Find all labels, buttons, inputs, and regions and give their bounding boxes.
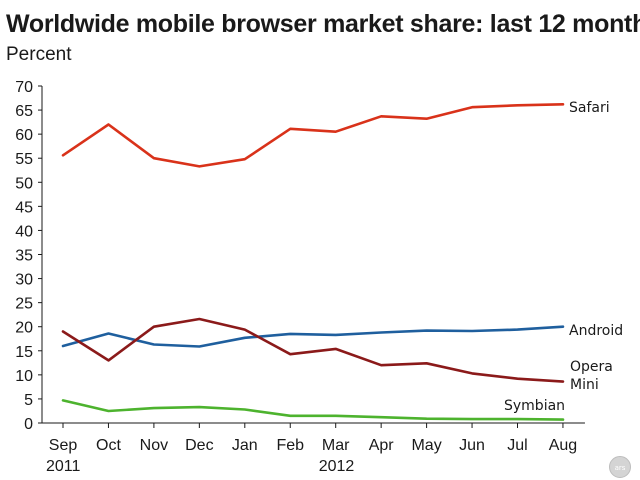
x-tick-label: Sep [49,437,78,454]
axes: 0 5 10 15 20 25 30 35 40 45 50 55 60 65 70 Sep Oct Nov Dec… [15,79,585,475]
y-tick-label: 0 [24,416,33,433]
x-tick-label: May [411,437,441,454]
series-lines [61,103,565,421]
series-label-opera-mini: Opera Mini [570,359,613,393]
x-tick-label: Oct [96,437,121,454]
y-tick-label: 65 [15,103,33,120]
x-year-label: 2011 [46,458,81,475]
x-tick-label: Jul [507,437,527,454]
series-label-android: Android [569,323,623,339]
series-line-opera-mini [61,317,565,383]
chart-title: Worldwide mobile browser market share: l… [6,10,640,38]
y-tick-label: 25 [15,296,33,313]
y-tick-label: 30 [15,272,33,289]
series-label-symbian: Symbian [504,398,565,414]
chart-subtitle: Percent [6,44,72,65]
x-tick-label: Feb [276,437,304,454]
ars-logo: ars [609,456,631,478]
series-line-android [61,325,565,348]
series-labels: Safari Android Opera Mini Symbian [504,100,623,414]
series-line-symbian [61,399,565,421]
y-tick-label: 55 [15,151,33,168]
y-tick-label: 50 [15,175,33,192]
x-tick-label: Jun [459,437,485,454]
series-label-safari: Safari [569,100,610,116]
y-tick-label: 35 [15,248,33,265]
series-line-safari [61,103,565,168]
y-tick-label: 60 [15,127,33,144]
x-tick-label: Dec [185,437,213,454]
x-tick-label: Aug [549,437,577,454]
y-tick-label: 20 [15,320,33,337]
y-tick-label: 45 [15,199,33,216]
x-tick-label: Jan [232,437,258,454]
x-year-label: 2012 [319,458,355,475]
x-tick-label: Mar [322,437,350,454]
y-tick-label: 40 [15,223,33,240]
x-tick-label: Nov [140,437,168,454]
x-tick-label: Apr [369,437,395,454]
y-tick-label: 5 [24,392,33,409]
y-tick-label: 70 [15,79,33,96]
y-tick-label: 15 [15,344,33,361]
y-tick-label: 10 [15,368,33,385]
